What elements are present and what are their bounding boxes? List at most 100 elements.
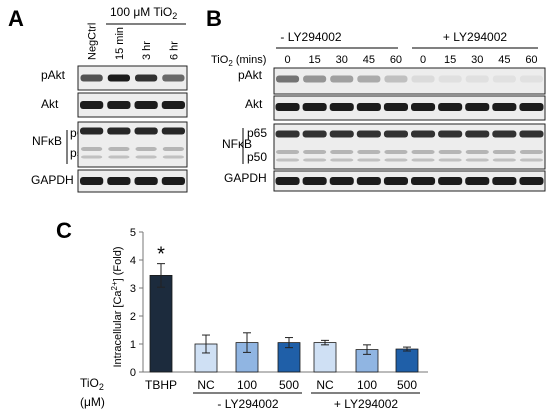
band-b-gapdh xyxy=(329,177,354,185)
band-a-akt xyxy=(161,101,185,109)
lane-label: 6 hr xyxy=(168,41,180,60)
x-tick-label: NC xyxy=(197,378,215,392)
panel-a: A 100 μM TiO2 NegCtrl 15 min 3 hr 6 hr pAkt… xyxy=(8,5,188,193)
band-a-p65 xyxy=(107,127,131,135)
band-b-akt xyxy=(383,103,408,111)
panel-a-label-nfkb: NFκB xyxy=(32,134,62,148)
panel-a-lane-labels: NegCtrl 15 min 3 hr 6 hr xyxy=(87,23,181,60)
band-b-p50-lower xyxy=(276,158,300,162)
band-b-pakt xyxy=(384,75,408,83)
panel-a-blots xyxy=(77,65,188,193)
y-tick-label: 4 xyxy=(130,255,136,267)
band-b-pakt xyxy=(465,75,489,83)
band-a-p50 xyxy=(108,147,130,151)
time-label: 60 xyxy=(525,54,537,66)
panel-c-chart: C Intracellular [Ca2+] (Fold) 0 1 2 3 4 5 * T… xyxy=(56,218,428,411)
panel-b-label-akt: Akt xyxy=(245,97,263,111)
band-b-akt xyxy=(275,103,300,111)
band-b-p65 xyxy=(275,130,300,138)
time-label: 45 xyxy=(498,54,510,66)
band-a-p50-lower xyxy=(81,155,103,159)
band-b-p50-lower xyxy=(303,158,327,162)
panel-b-label-pakt: pAkt xyxy=(238,68,263,82)
band-b-akt xyxy=(465,103,490,111)
y-tick-label: 3 xyxy=(130,283,136,295)
band-b-pakt xyxy=(492,75,516,83)
x-tick-label: NC xyxy=(316,378,334,392)
panel-b-blots xyxy=(273,67,546,192)
y-tick-label: 5 xyxy=(130,227,136,239)
time-label: 45 xyxy=(363,54,375,66)
band-b-p50 xyxy=(492,150,516,154)
band-a-p50-lower xyxy=(135,155,157,159)
band-b-gapdh xyxy=(275,177,300,185)
band-b-pakt xyxy=(303,75,327,83)
band-b-gapdh xyxy=(438,177,463,185)
band-b-p65 xyxy=(492,130,517,138)
bar xyxy=(395,348,419,373)
x-axis-title: TiO2 xyxy=(80,376,104,392)
band-b-p50-lower xyxy=(330,158,354,162)
band-b-pakt xyxy=(330,75,354,83)
band-b-p50 xyxy=(411,150,435,154)
band-b-p65 xyxy=(411,130,436,138)
band-a-p50 xyxy=(81,147,103,151)
time-label: 0 xyxy=(420,54,426,66)
x-tick-label: 500 xyxy=(397,378,417,392)
band-b-akt xyxy=(329,103,354,111)
panel-c-letter: C xyxy=(56,218,72,243)
panel-a-label-pakt: pAkt xyxy=(41,68,66,82)
band-b-pakt xyxy=(411,75,435,83)
panel-b-time-label: TiO2 (mins) xyxy=(211,54,266,68)
band-b-p50-lower xyxy=(465,158,489,162)
time-label: 60 xyxy=(390,54,402,66)
panel-b-group-minus: - LY294002 xyxy=(280,30,341,44)
y-tick-label: 1 xyxy=(130,339,136,351)
band-b-akt xyxy=(519,103,544,111)
panel-b-label-nfkb: NFκB xyxy=(222,137,252,151)
band-b-p50-lower xyxy=(438,158,462,162)
band-b-gapdh xyxy=(356,177,381,185)
band-b-p50 xyxy=(276,150,300,154)
band-a-akt xyxy=(80,101,104,109)
band-b-p50 xyxy=(465,150,489,154)
band-a-p50 xyxy=(135,147,157,151)
panel-b-blot-pakt xyxy=(273,67,546,95)
band-b-pakt xyxy=(519,75,543,83)
time-label: 15 xyxy=(444,54,456,66)
band-a-gapdh xyxy=(80,177,104,185)
band-a-pakt xyxy=(162,74,185,82)
band-b-p50 xyxy=(330,150,354,154)
band-a-p50-lower xyxy=(162,155,184,159)
band-b-akt xyxy=(302,103,327,111)
band-b-p50 xyxy=(519,150,543,154)
band-b-p50-lower xyxy=(384,158,408,162)
band-a-pakt xyxy=(80,74,103,82)
band-b-gapdh xyxy=(383,177,408,185)
band-a-gapdh xyxy=(161,177,185,185)
band-b-akt xyxy=(411,103,436,111)
band-b-p65 xyxy=(383,130,408,138)
band-b-gapdh xyxy=(465,177,490,185)
band-b-pakt xyxy=(276,75,300,83)
band-b-gapdh xyxy=(411,177,436,185)
significance-star: * xyxy=(157,244,165,266)
x-axis-unit: (μM) xyxy=(80,395,105,409)
band-b-p65 xyxy=(465,130,490,138)
band-b-p50 xyxy=(384,150,408,154)
band-b-akt xyxy=(438,103,463,111)
band-b-gapdh xyxy=(519,177,544,185)
panel-a-letter: A xyxy=(8,6,24,31)
band-b-gapdh xyxy=(302,177,327,185)
panel-b: B - LY294002 + LY294002 TiO2 (mins) 0 15 3… xyxy=(206,6,546,192)
bar xyxy=(149,274,173,373)
panel-a-blot-gapdh xyxy=(77,169,188,193)
panel-a-treatment-label: 100 μM TiO2 xyxy=(110,5,177,21)
lane-label: 15 min xyxy=(114,27,126,60)
bars: * xyxy=(149,244,419,373)
band-a-gapdh xyxy=(134,177,158,185)
band-b-gapdh xyxy=(492,177,517,185)
panel-b-group-plus: + LY294002 xyxy=(443,30,507,44)
time-label: 30 xyxy=(336,54,348,66)
